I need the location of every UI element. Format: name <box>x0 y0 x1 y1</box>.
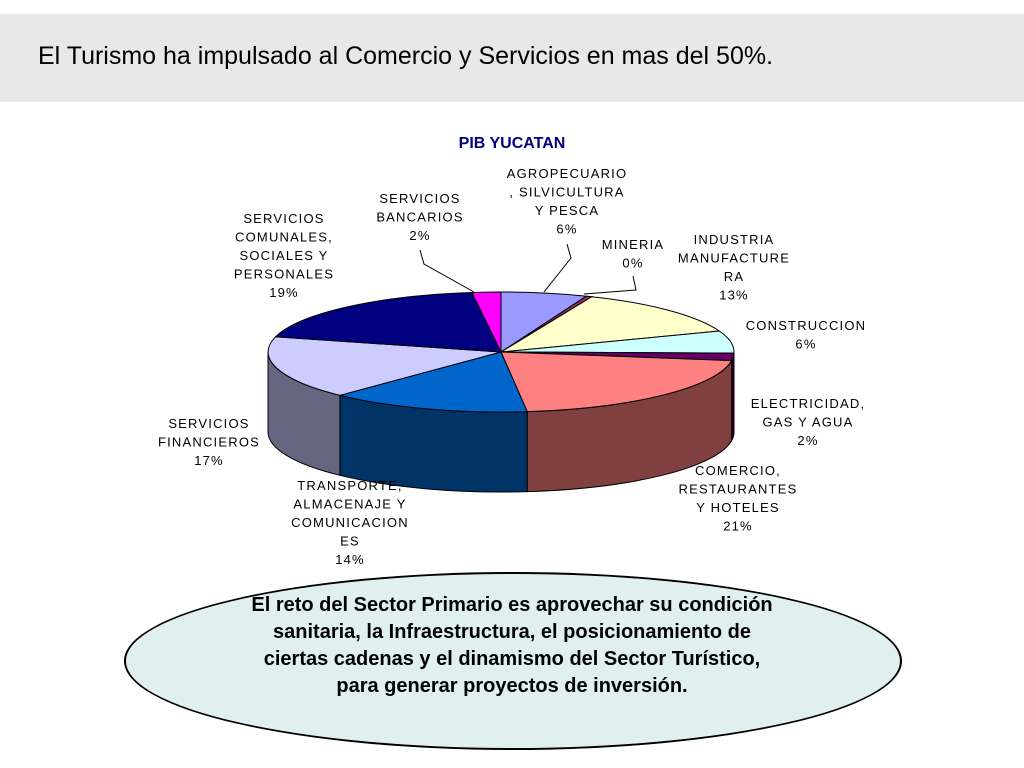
slice-label-mineria: MINERIA 0% <box>602 237 665 271</box>
chart-title: PIB YUCATAN <box>459 135 566 152</box>
slice-label-comercio: COMERCIO, RESTAURANTES Y HOTELES 21% <box>679 463 798 534</box>
slice-labels: AGROPECUARIO, SILVICULTURA Y PESCA 6%MINER… <box>158 166 867 567</box>
title-band <box>0 14 1024 102</box>
leader-line-agropecuario <box>543 243 572 293</box>
slice-label-servicios: SERVICIOS FINANCIEROS 17% <box>158 416 260 468</box>
pie-slice-comercio <box>500 351 733 413</box>
slice-label-transporte: TRANSPORTE, ALMACENAJE Y COMUNICACION ES 14% <box>291 478 409 567</box>
leader-line-servicios <box>419 249 475 293</box>
slice-label-servicios: SERVICIOS COMUNALES, SOCIALES Y PERSONALES 1… <box>234 211 334 300</box>
slice-label-agropecuario: AGROPECUARIO, SILVICULTURA Y PESCA 6% <box>507 166 628 237</box>
slice-label-servicios: SERVICIOS BANCARIOS 2% <box>376 191 463 243</box>
leader-line-mineria <box>583 275 637 295</box>
pie-slices <box>267 291 735 413</box>
slice-label-electricidad: ELECTRICIDAD, GAS Y AGUA 2% <box>751 396 866 448</box>
pie-slice-servicios <box>274 291 502 353</box>
pie-sides <box>267 351 735 493</box>
pie-slice-servicios <box>471 291 502 353</box>
callout-ellipse <box>124 572 902 750</box>
slice-label-construccion: CONSTRUCCION 6% <box>746 318 867 352</box>
pie-slice-servicios <box>267 336 502 396</box>
callout-text: El reto del Sector Primario es aprovecha… <box>251 594 773 697</box>
leader-lines <box>419 243 735 400</box>
pie-slice-transporte <box>339 351 528 413</box>
slide-title: El Turismo ha impulsado al Comercio y Se… <box>38 42 774 70</box>
pie-slice-industria <box>500 296 721 353</box>
slice-label-industria: INDUSTRIA MANUFACTURE RA 13% <box>678 232 790 303</box>
